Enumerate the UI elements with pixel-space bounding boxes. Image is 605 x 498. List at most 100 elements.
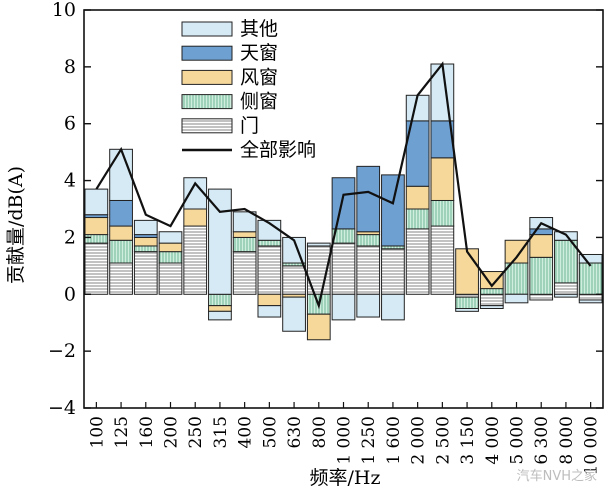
x-tick-label: 125 xyxy=(112,416,132,448)
bar-seg-315-s1 xyxy=(208,293,232,307)
bar-seg-200-s2 xyxy=(158,242,183,253)
bar-seg-2000-s0 xyxy=(405,228,430,295)
bar-seg-2000-s2 xyxy=(405,185,430,210)
bar-seg-2500-s0 xyxy=(430,225,455,295)
bar-seg-200-s4 xyxy=(158,231,183,244)
bar-seg-1250-s3 xyxy=(356,165,381,233)
bar-seg-500-s5 xyxy=(257,305,282,318)
bar-seg-8000-s5 xyxy=(554,293,578,298)
bar-seg-2000-s1 xyxy=(405,208,430,230)
bars-group xyxy=(84,63,603,341)
bar-seg-500-s0 xyxy=(257,245,282,295)
bar-seg-1000-s0 xyxy=(331,242,356,295)
bar-seg-400-s0 xyxy=(232,251,257,295)
bar-seg-630-s5 xyxy=(282,296,306,332)
x-tick-label: 200 xyxy=(162,416,182,448)
bar-seg-160-s0 xyxy=(133,251,158,295)
bar-seg-100-s0 xyxy=(84,242,109,295)
bar-seg-125-s0 xyxy=(109,262,133,295)
x-tick-label: 630 xyxy=(285,416,305,448)
x-tick-label: 800 xyxy=(310,416,330,448)
bar-seg-250-s0 xyxy=(183,225,208,295)
bar-seg-400-s4 xyxy=(232,211,257,233)
bar-seg-4000-s2 xyxy=(479,271,504,290)
bar-seg-8000-s1 xyxy=(554,239,578,284)
x-tick-label: 3 150 xyxy=(458,416,478,465)
x-tick-label: 6 300 xyxy=(532,416,552,465)
x-tick-label: 1 250 xyxy=(359,416,379,465)
legend-label: 全部影响 xyxy=(240,139,316,161)
x-tick-label: 400 xyxy=(236,416,256,448)
x-tick-label: 160 xyxy=(137,416,157,448)
bar-seg-200-s1 xyxy=(158,251,183,264)
bar-seg-3150-s5 xyxy=(455,308,479,312)
bar-seg-315-s5 xyxy=(208,310,232,321)
total-line-group xyxy=(95,61,592,310)
legend-swatch xyxy=(181,45,233,61)
x-tick-label: 2 500 xyxy=(433,416,453,465)
bar-seg-1000-s5 xyxy=(331,293,356,321)
bar-seg-800-s2 xyxy=(306,313,331,341)
bar-seg-125-s3 xyxy=(109,199,133,227)
bar-seg-500-s2 xyxy=(257,293,282,307)
axes-group: −4 −2 0 2 4 6 8 10 100 125 160 200 250 315 400 500 630 80… xyxy=(48,0,604,475)
bar-seg-4000-s5 xyxy=(479,305,504,309)
x-tick-label: 500 xyxy=(260,416,280,448)
x-axis-label: 频率/Hz xyxy=(310,467,381,489)
bar-seg-100-s4 xyxy=(84,188,109,216)
bar-seg-8000-s0 xyxy=(554,282,578,295)
legend-label: 风窗 xyxy=(240,66,278,88)
x-tick-label: 1 000 xyxy=(335,416,355,465)
bar-seg-315-s2 xyxy=(208,305,232,312)
x-tick-label: 250 xyxy=(186,416,206,448)
bar-seg-5000-s2 xyxy=(504,239,529,264)
watermark-text: 汽车NVH之家 xyxy=(516,469,597,484)
bar-seg-315-s4 xyxy=(208,188,232,295)
bar-seg-3150-s1 xyxy=(455,296,479,309)
bar-seg-5000-s5 xyxy=(504,293,529,304)
legend-label: 门 xyxy=(240,115,259,137)
bar-seg-3150-s2 xyxy=(455,248,479,295)
bar-seg-1600-s0 xyxy=(381,248,405,295)
bar-seg-800-s4 xyxy=(306,242,331,247)
legend-label: 天窗 xyxy=(240,42,278,64)
y-tick-label: 10 xyxy=(52,0,76,21)
bar-seg-250-s4 xyxy=(183,177,208,210)
bar-seg-4000-s1 xyxy=(479,288,504,295)
bar-seg-10000-s5 xyxy=(578,299,603,304)
bar-seg-100-s2 xyxy=(84,217,109,236)
y-axis-label: 贡献量/dB(A) xyxy=(5,166,27,284)
bar-seg-1600-s5 xyxy=(381,293,405,321)
bar-seg-125-s2 xyxy=(109,225,133,241)
y-tick-label: 0 xyxy=(64,283,76,305)
y-tick-label: −2 xyxy=(48,340,76,362)
bar-seg-1000-s3 xyxy=(331,177,356,230)
bar-seg-6300-s0 xyxy=(529,293,554,301)
legend-label: 其他 xyxy=(240,18,278,40)
bar-seg-160-s4 xyxy=(133,219,158,236)
y-tick-label: 4 xyxy=(64,170,76,192)
x-tick-label: 1 600 xyxy=(384,416,404,465)
legend-label: 侧窗 xyxy=(240,91,278,113)
x-tick-label: 4 000 xyxy=(483,416,503,465)
bar-seg-400-s2 xyxy=(232,231,257,238)
y-tick-label: 2 xyxy=(64,226,76,248)
bar-seg-125-s1 xyxy=(109,239,133,264)
x-tick-label: 100 xyxy=(87,416,107,448)
total-line xyxy=(95,61,592,310)
bar-seg-2500-s1 xyxy=(430,199,455,227)
bar-seg-10000-s1 xyxy=(578,262,603,295)
bar-seg-250-s2 xyxy=(183,208,208,227)
legend-swatch xyxy=(181,94,233,110)
bar-seg-100-s1 xyxy=(84,234,109,244)
y-tick-label: −4 xyxy=(48,397,76,419)
x-tick-label: 315 xyxy=(211,416,231,448)
bar-seg-125-s4 xyxy=(109,148,133,201)
bar-seg-500-s1 xyxy=(257,239,282,247)
x-tick-label: 2 000 xyxy=(409,416,429,465)
x-tick-label: 5 000 xyxy=(508,416,528,465)
y-tick-label: 8 xyxy=(64,56,76,78)
bar-seg-10000-s0 xyxy=(578,293,603,301)
legend-swatch xyxy=(181,21,233,37)
